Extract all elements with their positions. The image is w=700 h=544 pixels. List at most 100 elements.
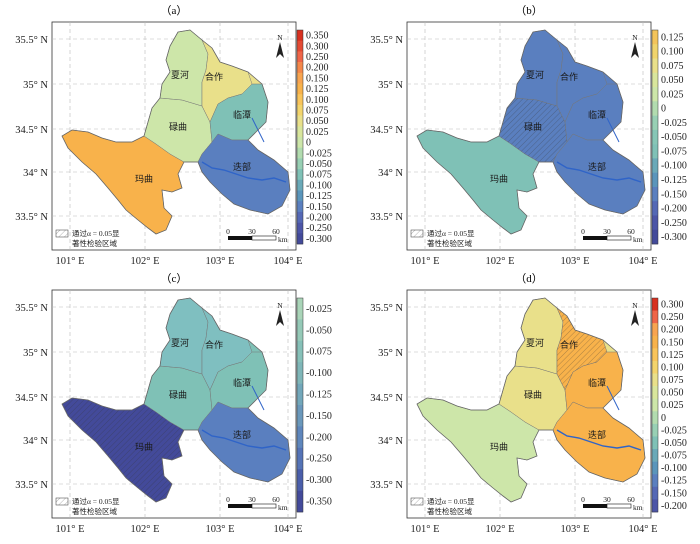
panel-label: （a）: [161, 4, 188, 17]
colorbar-tick-label: -0.150: [661, 488, 687, 499]
study-region-outline: [416, 29, 646, 235]
colorbar-tick-label: 0: [306, 138, 311, 149]
longitude-label: 101° E: [411, 524, 440, 535]
colorbar-segment: [297, 83, 303, 95]
latitude-label: 34° N: [23, 436, 48, 447]
scale-tick: 30: [248, 227, 256, 236]
colorbar-segment: [297, 158, 303, 170]
colorbar-tick-label: -0.300: [661, 232, 687, 243]
legend-line-1: 通过α = 0.05显: [427, 496, 475, 506]
colorbar-tick-label: -0.350: [306, 497, 332, 508]
colorbar-tick-label: 0.200: [306, 63, 329, 74]
colorbar-segment: [297, 126, 303, 138]
place-label: 玛曲: [135, 174, 153, 184]
colorbar-segment: [297, 447, 303, 470]
legend-line-2: 著性检验区域: [72, 238, 117, 248]
north-arrow: N: [276, 301, 284, 326]
colorbar-tick-label: -0.075: [306, 170, 332, 181]
colorbar-segment: [652, 298, 658, 311]
colorbar-segment: [297, 30, 303, 41]
colorbar-tick-label: 0.100: [661, 47, 684, 58]
latitude-label: 35.5° N: [15, 303, 48, 314]
colorbar-tick-label: -0.200: [661, 501, 687, 512]
north-arrow: N: [631, 33, 639, 58]
colorbar-segment: [652, 215, 658, 231]
panel-label: （c）: [161, 272, 188, 285]
panel-label: （d）: [515, 272, 543, 285]
latitude-label: 35.5° N: [15, 35, 48, 46]
latitude-label: 34.5° N: [370, 125, 403, 136]
colorbar-segment: [297, 405, 303, 427]
colorbar-segment: [652, 386, 658, 400]
scale-unit: km: [633, 235, 643, 244]
scale-tick: 0: [226, 495, 230, 504]
colorbar-tick-label: 0.200: [661, 325, 684, 336]
latitude-label: 34° N: [23, 168, 48, 179]
colorbar-segment: [652, 373, 658, 387]
scale-tick: 0: [581, 227, 585, 236]
colorbar-tick-label: -0.075: [661, 451, 687, 462]
river-line: [201, 429, 287, 451]
river-line: [201, 161, 287, 183]
scale-tick: 60: [272, 227, 280, 236]
longitude-label: 102° E: [486, 524, 515, 535]
colorbar-tick-label: 0.250: [306, 52, 329, 63]
colorbar-segment: [652, 323, 658, 337]
latitude-label: 33.5° N: [15, 480, 48, 491]
scale-unit: km: [278, 235, 288, 244]
north-arrow: N: [631, 301, 639, 326]
place-label: 夏河: [526, 69, 544, 80]
latitude-label: 35° N: [378, 80, 403, 91]
colorbar-tick-label: -0.075: [306, 347, 332, 358]
colorbar-tick-label: -0.250: [306, 223, 332, 234]
latitude-label: 33.5° N: [15, 212, 48, 223]
colorbar-tick-label: 0.050: [661, 388, 684, 399]
place-label: 碌曲: [169, 122, 187, 132]
longitude-label: 103° E: [561, 256, 590, 267]
colorbar-tick-label: -0.250: [306, 454, 332, 465]
colorbar-tick-label: 0.075: [306, 105, 329, 116]
colorbar-tick-label: 0: [661, 104, 666, 115]
colorbar-segment: [652, 172, 658, 188]
colorbar-tick-label: -0.200: [661, 204, 687, 215]
colorbar-segment: [297, 137, 303, 148]
latitude-label: 33.5° N: [370, 212, 403, 223]
scale-tick: 30: [603, 495, 611, 504]
colorbar-tick-label: -0.050: [661, 132, 687, 143]
colorbar-segment: [652, 229, 658, 245]
place-label: 迭部: [233, 429, 251, 440]
panel-label: （b）: [515, 4, 543, 17]
latitude-label: 34.5° N: [15, 393, 48, 404]
place-label: 碌曲: [169, 390, 187, 400]
colorbar-segment: [297, 190, 303, 202]
colorbar-segment: [652, 360, 658, 374]
colorbar-tick-label: -0.125: [306, 191, 332, 202]
colorbar-segment: [652, 461, 658, 475]
colorbar-tick-label: -0.125: [306, 390, 332, 401]
colorbar-segment: [297, 222, 303, 234]
colorbar-segment: [652, 186, 658, 202]
colorbar-segment: [297, 40, 303, 52]
colorbar-tick-label: -0.200: [306, 432, 332, 443]
colorbar-tick-label: 0.250: [661, 312, 684, 323]
colorbar-segment: [297, 319, 303, 342]
legend-line-2: 著性检验区域: [72, 506, 117, 516]
colorbar: 0.125 0.100 0.075 0.050 0.025 0 -0.025 -0.050 -0…: [651, 29, 687, 245]
latitude-label: 34° N: [378, 168, 403, 179]
colorbar-segment: [652, 144, 658, 159]
scale-tick: 0: [581, 495, 585, 504]
significance-hatch: [62, 398, 184, 502]
place-label: 迭部: [588, 161, 606, 172]
colorbar-tick-label: -0.200: [306, 212, 332, 223]
study-region-outline: [61, 297, 291, 503]
colorbar-segment: [297, 62, 303, 74]
colorbar-segment: [297, 72, 303, 84]
colorbar-tick-label: -0.300: [306, 475, 332, 486]
north-arrow: N: [276, 33, 284, 58]
